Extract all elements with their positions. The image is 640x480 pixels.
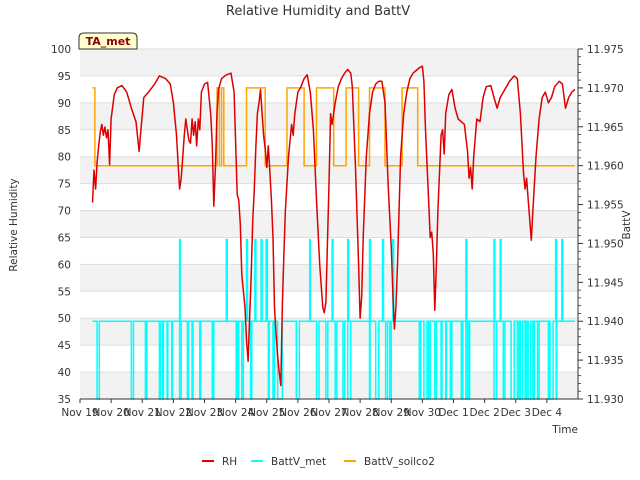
y-tick-label: 95 xyxy=(58,71,71,83)
y-tick-label: 50 xyxy=(58,313,71,325)
y2-axis-title: BattV xyxy=(621,210,633,240)
y2-tick-label: 11.975 xyxy=(587,44,624,56)
station-badge: TA_met xyxy=(79,33,137,49)
x-tick-label: Dec 4 xyxy=(532,407,563,419)
y-tick-label: 65 xyxy=(58,232,71,244)
y2-tick-label: 11.955 xyxy=(587,200,624,212)
y2-tick-label: 11.935 xyxy=(587,355,624,367)
y-tick-label: 90 xyxy=(58,98,71,110)
y-tick-label: 35 xyxy=(58,394,71,406)
plot-band xyxy=(80,211,578,238)
y2-tick-label: 11.970 xyxy=(587,83,624,95)
y-tick-label: 45 xyxy=(58,340,71,352)
y2-tick-label: 11.950 xyxy=(587,238,624,250)
plot-band xyxy=(80,103,578,130)
y-tick-label: 40 xyxy=(58,367,71,379)
y2-tick-label: 11.960 xyxy=(587,161,624,173)
y-tick-label: 85 xyxy=(58,125,71,137)
y-tick-label: 70 xyxy=(58,206,71,218)
x-tick-label: Dec 1 xyxy=(438,407,468,419)
y-tick-label: 100 xyxy=(51,44,71,56)
legend-label-battv_met: BattV_met xyxy=(271,456,326,468)
x-tick-label: Dec 2 xyxy=(469,407,499,419)
y2-tick-label: 11.965 xyxy=(587,122,624,134)
plot-band xyxy=(80,49,578,76)
legend-label-battv_soilco2: BattV_soilco2 xyxy=(364,456,435,468)
plot-band xyxy=(80,264,578,291)
chart: 35 40 45 50 55 60 65 70 75 80 85 90 95 100 11.930 11.93… xyxy=(0,0,640,480)
y2-tick-label: 11.930 xyxy=(587,394,624,406)
x-tick-label: Nov 30 xyxy=(404,407,441,419)
y-tick-label: 55 xyxy=(58,286,71,298)
y2-tick-label: 11.940 xyxy=(587,316,624,328)
legend-label-rh: RH xyxy=(222,456,237,468)
y2-tick-label: 11.945 xyxy=(587,277,624,289)
station-badge-label: TA_met xyxy=(86,35,131,48)
x-axis-title: Time xyxy=(551,424,578,436)
y-tick-label: 75 xyxy=(58,179,71,191)
y-axis-title: Relative Humidity xyxy=(8,178,20,271)
legend: RH BattV_met BattV_soilco2 xyxy=(202,456,435,468)
y-tick-label: 80 xyxy=(58,152,71,164)
chart-title: Relative Humidity and BattV xyxy=(226,4,410,19)
y-tick-label: 60 xyxy=(58,259,71,271)
x-tick-label: Dec 3 xyxy=(501,407,531,419)
